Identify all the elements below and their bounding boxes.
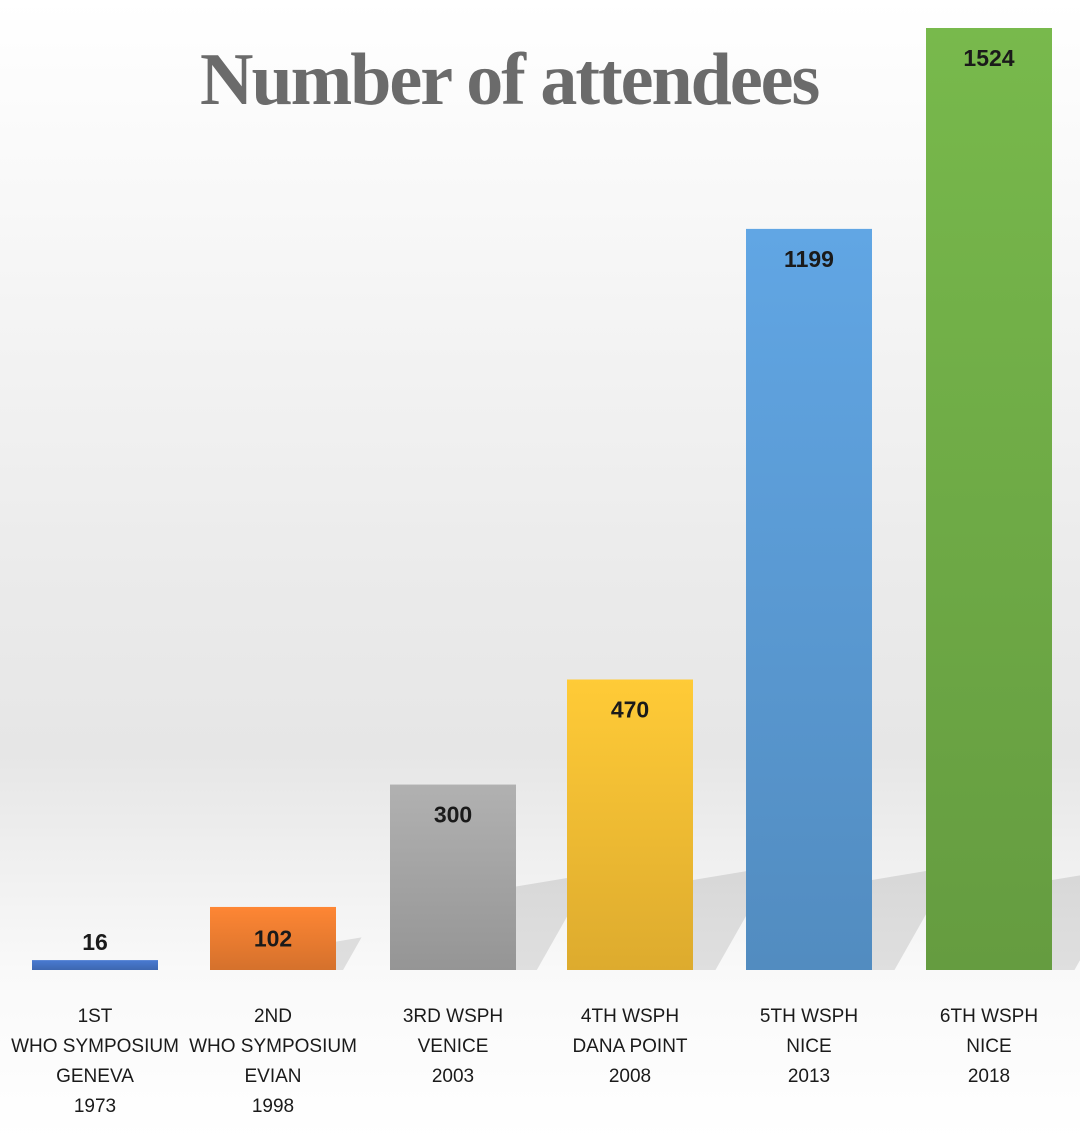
bar-value-label: 102 <box>254 925 292 951</box>
category-label-line: 3RD WSPH <box>403 1006 503 1027</box>
category-label: 2ND WHO SYMPOSIUM EVIAN 1998 <box>189 1006 357 1117</box>
category-label: 4TH WSPH DANA POINT 2008 <box>572 1006 687 1087</box>
category-label: 1ST WHO SYMPOSIUM GENEVA 1973 <box>11 1006 179 1117</box>
bar-value-label: 1199 <box>784 246 834 272</box>
chart-title: Number of attendees <box>200 39 820 121</box>
category-label-line: DANA POINT <box>572 1036 687 1057</box>
bar-value-label: 300 <box>434 802 472 828</box>
category-label-line: EVIAN <box>244 1066 301 1087</box>
category-label-line: 1973 <box>74 1096 116 1117</box>
bar-shadow <box>336 937 362 970</box>
category-label-line: WHO SYMPOSIUM <box>189 1036 357 1057</box>
category-label-line: 2ND <box>254 1006 292 1027</box>
category-label-line: 4TH WSPH <box>581 1006 679 1027</box>
bar-value-label: 16 <box>82 929 108 955</box>
category-label-line: 2008 <box>609 1066 651 1087</box>
category-label-line: 2013 <box>788 1066 830 1087</box>
bar-6 <box>926 28 1052 970</box>
category-label-line: VENICE <box>418 1036 489 1057</box>
bar-shadow <box>1052 875 1080 970</box>
category-label-line: 1998 <box>252 1096 294 1117</box>
category-label-line: 5TH WSPH <box>760 1006 858 1027</box>
category-label: 3RD WSPH VENICE 2003 <box>403 1006 503 1087</box>
bar-1 <box>32 960 158 970</box>
bar-value-label: 470 <box>611 696 649 722</box>
category-label-line: NICE <box>786 1036 831 1057</box>
category-label-line: 1ST <box>78 1006 113 1027</box>
bar-3 <box>390 784 516 970</box>
category-label-line: NICE <box>966 1036 1011 1057</box>
category-label-line: WHO SYMPOSIUM <box>11 1036 179 1057</box>
category-label: 5TH WSPH NICE 2013 <box>760 1006 858 1087</box>
category-label-line: GENEVA <box>56 1066 134 1087</box>
category-label-line: 6TH WSPH <box>940 1006 1038 1027</box>
bar-2 <box>210 906 336 970</box>
bar-value-label: 1524 <box>963 45 1014 71</box>
category-label: 6TH WSPH NICE 2018 <box>940 1006 1038 1087</box>
bar-4 <box>567 679 693 970</box>
category-label-line: 2003 <box>432 1066 474 1087</box>
bar-5 <box>746 228 872 970</box>
category-label-line: 2018 <box>968 1066 1010 1087</box>
